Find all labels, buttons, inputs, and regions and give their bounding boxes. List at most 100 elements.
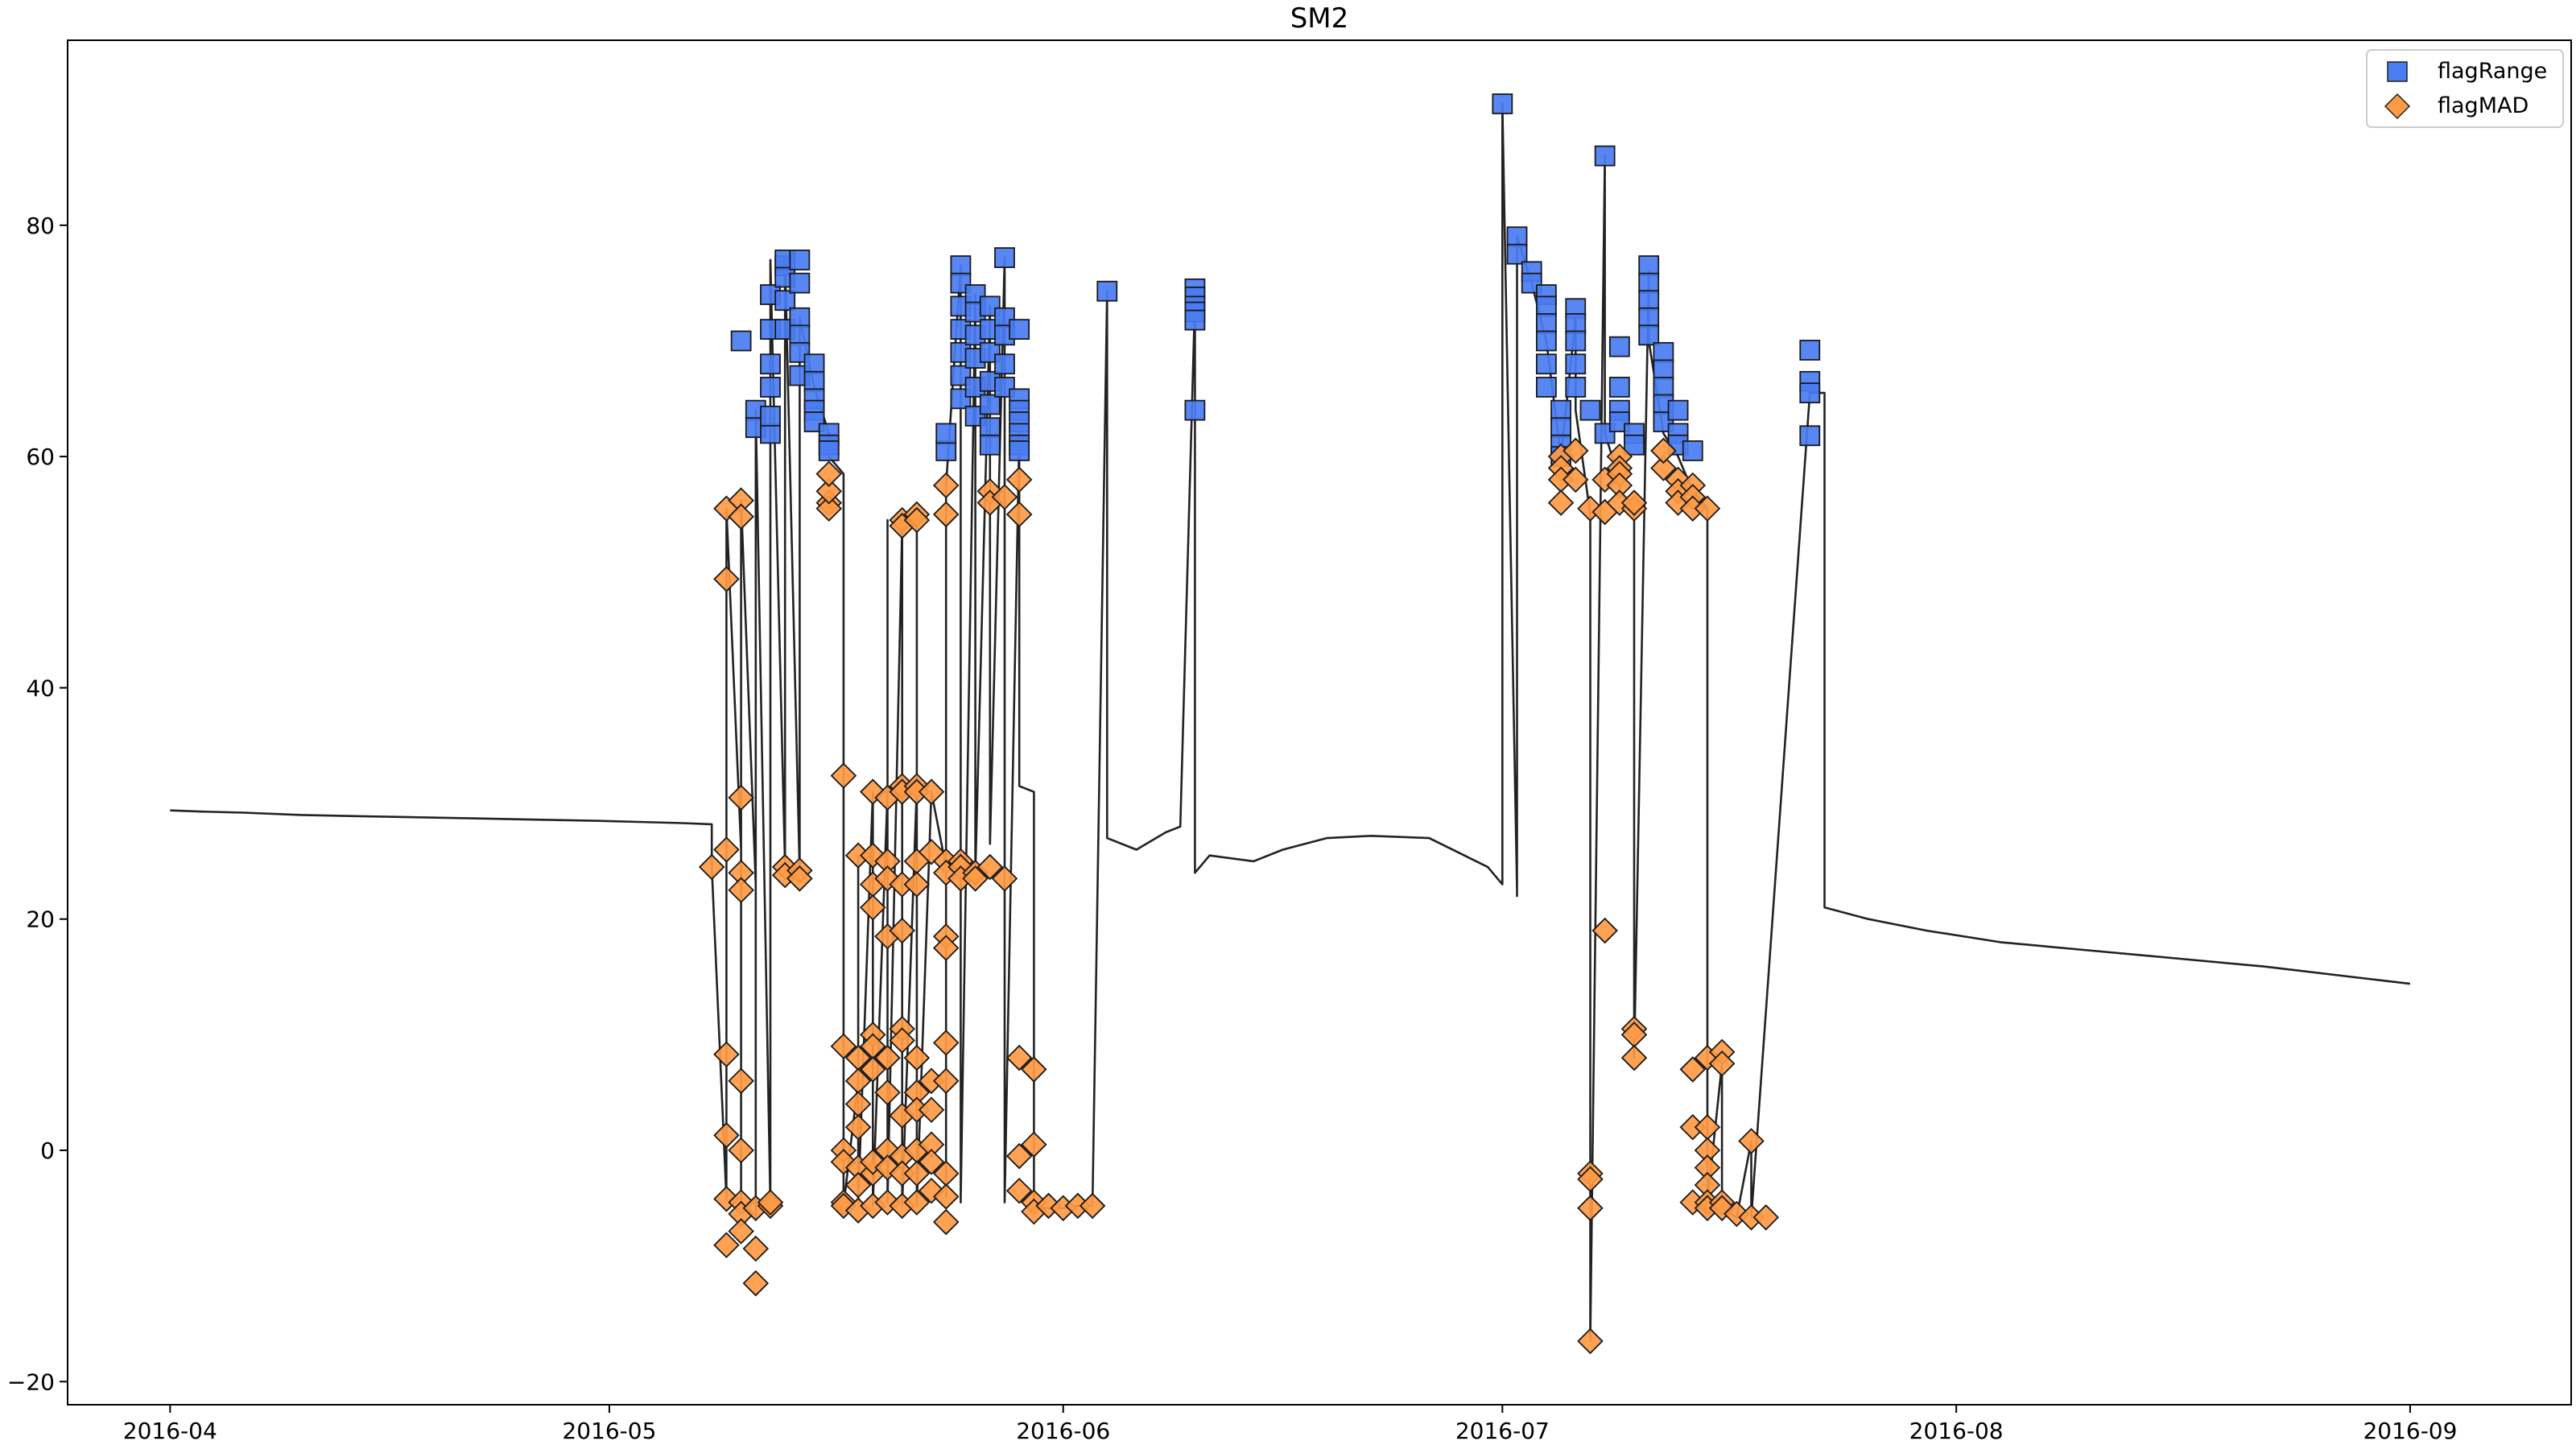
flag-mad-point (713, 1122, 740, 1149)
flag-range-point (789, 324, 811, 346)
flag-mad-point (1005, 501, 1033, 528)
flag-mad-point (728, 877, 754, 904)
flag-mad-point (903, 1044, 931, 1071)
flag-range-point (964, 284, 986, 305)
flag-mad-markers (698, 437, 1779, 1355)
flag-mad-point (1694, 495, 1721, 522)
flag-mad-point (728, 784, 754, 811)
flag-mad-point (976, 853, 1004, 881)
flag-mad-point (713, 566, 740, 592)
flag-range-point (760, 353, 781, 375)
flag-mad-point (991, 865, 1018, 892)
flag-range-point (1565, 353, 1587, 375)
flag-mad-point (1005, 1142, 1033, 1170)
flag-mad-point (1650, 455, 1677, 481)
y-tick-label: 0 (40, 1137, 55, 1164)
flag-mad-point (932, 935, 960, 961)
y-tick-label: 60 (26, 444, 55, 470)
flag-range-point (994, 353, 1015, 375)
y-tick-label: 40 (26, 675, 55, 701)
flag-range-point (1638, 290, 1660, 312)
flag-range-point (1594, 145, 1616, 167)
flag-mad-point (786, 865, 813, 892)
flag-mad-point (728, 503, 754, 530)
flag-range-point (1653, 341, 1674, 363)
flag-mad-point (903, 1160, 931, 1187)
flag-range-point (994, 247, 1015, 268)
flag-mad-point (903, 871, 931, 898)
flag-range-point (935, 440, 957, 461)
flag-range-point (1653, 359, 1674, 381)
flag-mad-point (932, 1208, 960, 1236)
flag-mad-point (1005, 466, 1033, 493)
legend-label-flag-mad: flagMAD (2438, 93, 2529, 118)
flag-range-point (1579, 399, 1601, 421)
flag-mad-point (815, 477, 843, 505)
flag-range-point (1565, 313, 1587, 334)
flag-mad-point (1021, 1131, 1047, 1158)
flag-mad-point (757, 1189, 784, 1216)
flag-range-point (1184, 399, 1206, 421)
flag-range-point (979, 394, 1001, 415)
flag-range-point (803, 353, 825, 375)
flag-range-point (789, 272, 811, 294)
flag-range-point (1565, 377, 1587, 398)
flag-range-point (1594, 423, 1616, 444)
flag-range-point (979, 417, 1001, 439)
flag-mad-point (1005, 1177, 1033, 1204)
x-tick-label: 2016-04 (123, 1418, 217, 1444)
chart-title: SM2 (1290, 2, 1349, 35)
legend-marker-flag-mad (2384, 93, 2411, 120)
flag-range-point (1608, 377, 1630, 398)
flag-range-point (1667, 399, 1689, 421)
x-tick-label: 2016-06 (1016, 1418, 1110, 1444)
flag-range-point (730, 330, 752, 352)
flag-mad-point (918, 778, 945, 805)
flag-mad-point (918, 1149, 945, 1175)
flag-mad-point (830, 762, 857, 789)
y-tick-label: 80 (26, 213, 55, 239)
flag-range-point (1550, 399, 1571, 421)
y-axis: −20 0 20 40 60 80 (7, 213, 68, 1395)
flag-range-point (1536, 330, 1557, 352)
flag-mad-point (713, 1232, 740, 1259)
flag-mad-point (728, 1218, 754, 1245)
legend-marker-flag-range (2387, 61, 2408, 82)
flag-mad-point (1577, 1166, 1604, 1193)
flag-mad-point (932, 1183, 960, 1210)
flag-mad-point (713, 1041, 740, 1068)
flag-range-point (950, 272, 972, 294)
flag-range-point (935, 423, 957, 444)
flag-range-point (1009, 440, 1030, 461)
legend-box (2366, 49, 2564, 128)
flag-mad-point (918, 1096, 945, 1123)
flag-range-point (950, 365, 972, 386)
flag-range-point (1536, 295, 1557, 317)
flag-range-markers (730, 93, 1821, 468)
flag-range-point (1506, 243, 1528, 265)
flag-mad-point (742, 1235, 770, 1262)
flag-range-point (1184, 309, 1206, 331)
flag-mad-point (728, 1067, 754, 1095)
flag-mad-point (1650, 437, 1677, 464)
flag-range-point (774, 290, 796, 312)
flag-range-point (1638, 324, 1660, 346)
flag-range-point (950, 255, 972, 277)
flag-mad-point (874, 1044, 901, 1071)
flag-range-point (1565, 330, 1587, 352)
flag-range-point (803, 370, 825, 392)
flag-mad-point (830, 1033, 857, 1059)
flag-range-point (1009, 319, 1030, 341)
flag-mad-point (874, 1079, 901, 1106)
flag-range-point (1536, 377, 1557, 398)
flag-range-point (1096, 280, 1118, 302)
flag-range-point (803, 411, 825, 432)
flag-mad-point (1591, 917, 1618, 944)
flag-mad-point (1620, 1044, 1648, 1071)
flag-range-point (1638, 272, 1660, 294)
flag-mad-point (1563, 437, 1589, 464)
legend-label-flag-range: flagRange (2438, 59, 2547, 84)
flag-range-point (1799, 425, 1821, 447)
flag-mad-point (1577, 1327, 1604, 1355)
